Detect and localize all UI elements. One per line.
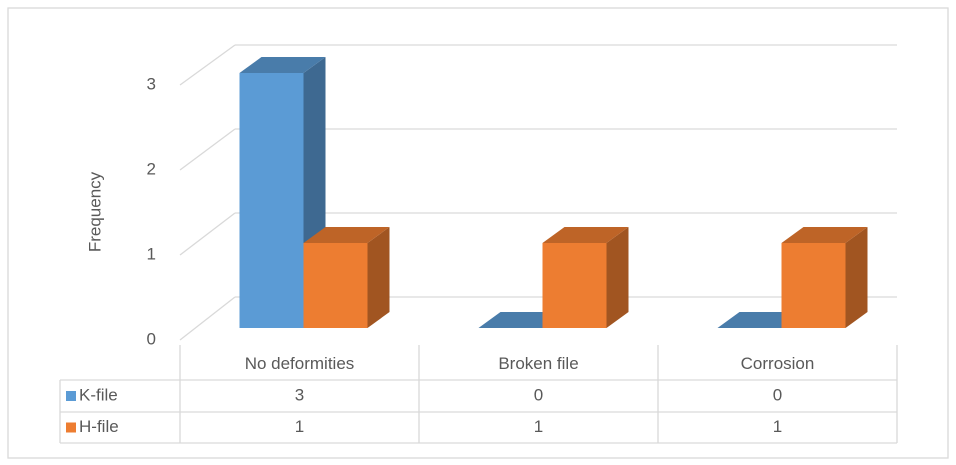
bar-side — [606, 227, 629, 328]
bar-top — [542, 227, 629, 243]
bar — [542, 243, 607, 328]
bar-top — [239, 57, 326, 73]
x-tick-label: Broken file — [498, 354, 578, 373]
y-tick-label: 2 — [147, 159, 156, 178]
legend-label: H-file — [79, 417, 119, 436]
bar — [303, 243, 368, 328]
x-tick-label: No deformities — [245, 354, 355, 373]
grid-line-side — [179, 212, 236, 256]
table-value: 1 — [295, 417, 304, 436]
bar-top — [303, 227, 390, 243]
x-tick-label: Corrosion — [741, 354, 815, 373]
table-value: 0 — [773, 385, 782, 404]
bar-side — [367, 227, 390, 328]
y-tick-label: 3 — [147, 74, 156, 93]
table-value: 1 — [773, 417, 782, 436]
bar-top — [781, 227, 868, 243]
table-value: 3 — [295, 385, 304, 404]
y-axis-label: Frequency — [85, 171, 104, 252]
legend-swatch — [66, 391, 76, 401]
table-value: 1 — [534, 417, 543, 436]
y-tick-label: 1 — [147, 244, 156, 263]
legend-label: K-file — [79, 385, 118, 404]
legend-swatch — [66, 422, 76, 433]
grid-line-side — [179, 128, 236, 171]
bar-side — [845, 227, 868, 328]
chart-border — [7, 7, 949, 459]
bar — [239, 73, 304, 328]
y-tick-label: 0 — [147, 329, 156, 348]
grid-line-side — [179, 44, 236, 86]
bar — [781, 243, 846, 328]
grid-line-side — [179, 296, 236, 341]
table-value: 0 — [534, 385, 543, 404]
